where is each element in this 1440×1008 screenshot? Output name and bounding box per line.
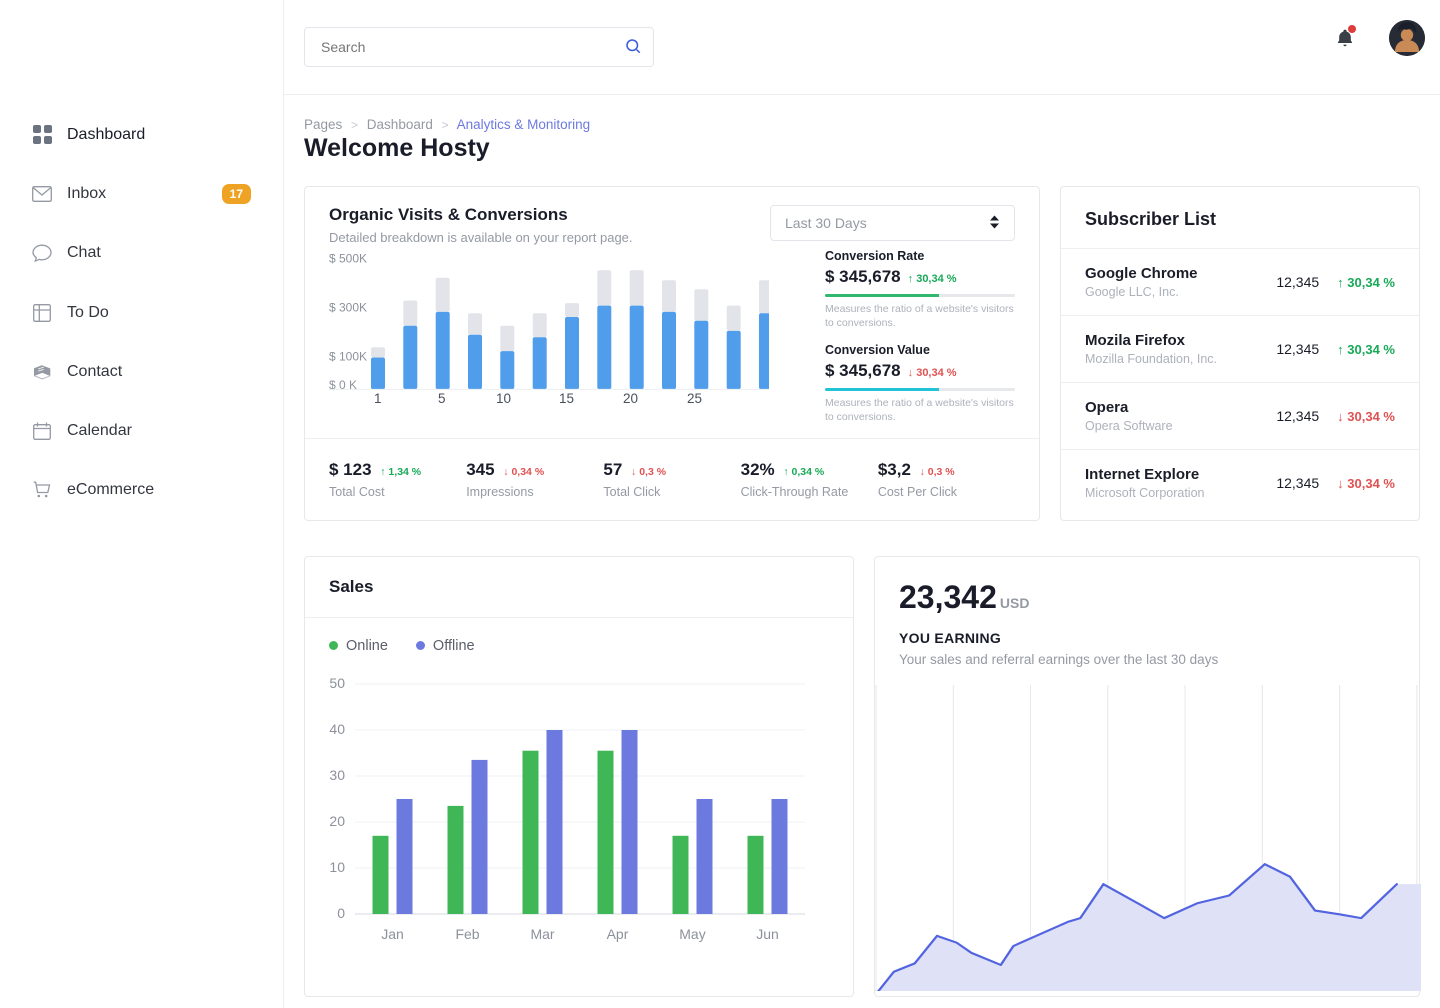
svg-text:20: 20 [329, 813, 345, 829]
svg-text:10: 10 [329, 859, 345, 875]
svg-text:25: 25 [687, 391, 702, 406]
svg-text:40: 40 [329, 721, 345, 737]
svg-text:Mar: Mar [530, 926, 554, 942]
svg-text:Feb: Feb [455, 926, 479, 942]
svg-text:50: 50 [329, 675, 345, 691]
svg-text:20: 20 [623, 391, 638, 406]
svg-text:0: 0 [337, 905, 345, 921]
svg-text:Jun: Jun [756, 926, 779, 942]
svg-text:5: 5 [438, 391, 446, 406]
svg-text:$ 300K: $ 300K [329, 301, 367, 315]
svg-text:$ 100K: $ 100K [329, 350, 367, 364]
svg-text:Apr: Apr [607, 926, 629, 942]
svg-text:30: 30 [329, 767, 345, 783]
svg-text:$ 0 K: $ 0 K [329, 378, 357, 392]
svg-text:15: 15 [559, 391, 574, 406]
svg-text:May: May [679, 926, 705, 942]
svg-text:1: 1 [374, 391, 382, 406]
svg-text:Jan: Jan [381, 926, 404, 942]
svg-text:$ 500K: $ 500K [329, 252, 367, 266]
svg-text:10: 10 [496, 391, 511, 406]
